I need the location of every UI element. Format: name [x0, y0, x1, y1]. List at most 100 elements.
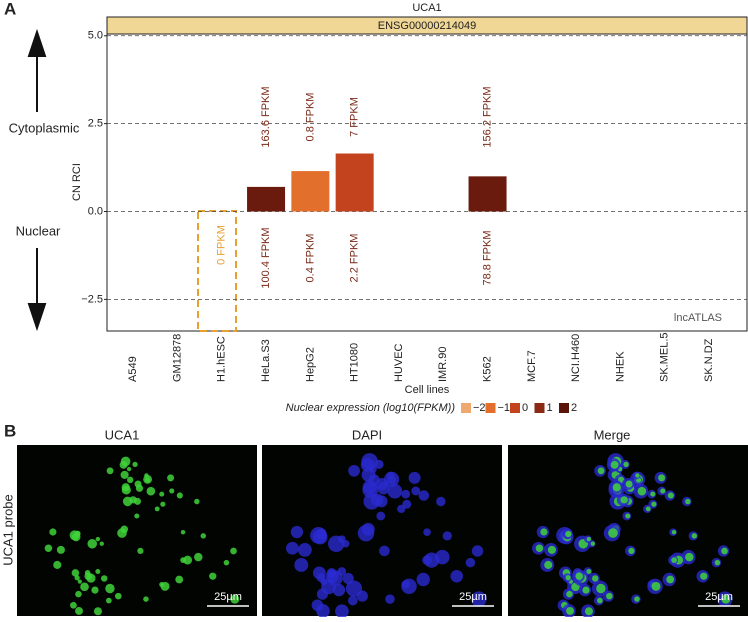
panel-label: B [4, 421, 16, 440]
rna-signal [126, 466, 132, 472]
nucleus [362, 480, 377, 495]
rna-signal [610, 460, 619, 469]
x-tick-label: IMR.90 [437, 347, 449, 382]
rna-signal [91, 586, 99, 594]
y-tick-label: 2.5 [88, 118, 103, 130]
y-tick-label: −2.5 [81, 293, 103, 305]
rna-signal [582, 586, 590, 594]
nucleus [356, 590, 368, 602]
rna-signal [144, 473, 149, 478]
rna-signal [75, 607, 83, 615]
legend-swatch [461, 403, 471, 413]
data-label: 163.6 FPKM [260, 86, 272, 147]
rna-signal [106, 467, 114, 475]
rna-signal [671, 529, 677, 535]
x-tick-label: NCI.H460 [570, 334, 582, 382]
rna-signal [666, 575, 675, 584]
nucleus [386, 471, 395, 480]
rna-signal [721, 547, 728, 555]
rna-signal [74, 530, 81, 538]
rna-signal [230, 594, 240, 604]
rna-signal [99, 541, 104, 546]
nucleus [401, 489, 411, 499]
rna-signal [660, 488, 666, 494]
data-label: 0.8 FPKM [304, 93, 316, 142]
rna-signal [137, 547, 144, 554]
x-tick-label: HeLa.S3 [260, 339, 272, 382]
rna-signal [671, 557, 677, 563]
rna-signal [132, 461, 138, 468]
nucleus [450, 569, 464, 583]
bar [335, 153, 374, 212]
rna-signal [121, 483, 130, 492]
nucleus [416, 572, 430, 587]
rna-signal [651, 501, 657, 507]
arrow [27, 28, 47, 112]
nucleus [401, 578, 417, 595]
y-tick-label: 0.0 [88, 205, 103, 217]
rna-signal [127, 476, 134, 484]
rna-signal [635, 473, 640, 478]
nucleus [338, 535, 346, 543]
rna-signal [169, 488, 175, 494]
nucleus [357, 524, 375, 542]
arrow [27, 248, 47, 332]
legend-title: Nuclear expression (log10(FPKM)) [286, 402, 456, 414]
scale-bar-label: 25µm [705, 591, 733, 603]
micrograph [17, 445, 257, 616]
rna-signal [160, 501, 166, 507]
x-tick-label: SK.N.DZ [703, 338, 715, 382]
rna-signal [176, 492, 183, 499]
rna-signal [194, 552, 203, 562]
strip-label: ENSG00000214049 [378, 20, 476, 32]
nucleus [325, 569, 339, 583]
rna-signal [49, 528, 57, 536]
rna-signal [120, 470, 129, 479]
y-axis-label: CN RCI [71, 163, 83, 201]
column-title: DAPI [352, 427, 382, 442]
nucleus [374, 459, 384, 469]
rna-signal [584, 607, 593, 616]
rna-signal [230, 547, 237, 555]
bar [468, 176, 507, 212]
rna-signal [596, 597, 603, 604]
nucleus [402, 499, 412, 509]
x-tick-label: K562 [481, 356, 493, 382]
panel-label: A [4, 0, 16, 18]
rna-signal [77, 579, 82, 584]
rna-signal [100, 575, 108, 582]
direction-label: Cytoplasmic [9, 120, 80, 135]
nucleus [332, 583, 346, 597]
rna-signal [183, 555, 193, 565]
nucleus [442, 531, 452, 541]
x-tick-label: H1.hESC [216, 336, 228, 382]
nucleus [471, 545, 484, 557]
rna-signal [623, 461, 629, 468]
rna-signal [597, 467, 605, 475]
nucleus [418, 490, 430, 501]
data-label: 2.2 FPKM [349, 234, 361, 283]
data-label: 0.4 FPKM [304, 234, 316, 283]
rna-signal [645, 506, 651, 512]
rna-signal [71, 569, 80, 577]
rna-signal [95, 568, 101, 574]
nucleus [465, 557, 476, 568]
rna-signal [628, 547, 635, 554]
rna-signal [93, 607, 102, 616]
nucleus [379, 545, 390, 557]
rna-signal [95, 536, 101, 542]
rna-signal [84, 572, 92, 580]
y-tick-label: 5.0 [88, 30, 103, 42]
rna-signal [591, 575, 599, 582]
rna-signal [105, 583, 115, 594]
rna-signal [160, 581, 170, 591]
rna-signal [44, 544, 53, 553]
rna-signal [586, 568, 592, 574]
rna-signal [586, 536, 592, 542]
rna-signal [637, 486, 647, 496]
legend-swatch [485, 403, 496, 413]
rna-signal [53, 560, 62, 569]
rna-signal [159, 491, 165, 497]
rna-signal [685, 498, 691, 505]
rna-signal [608, 528, 618, 538]
